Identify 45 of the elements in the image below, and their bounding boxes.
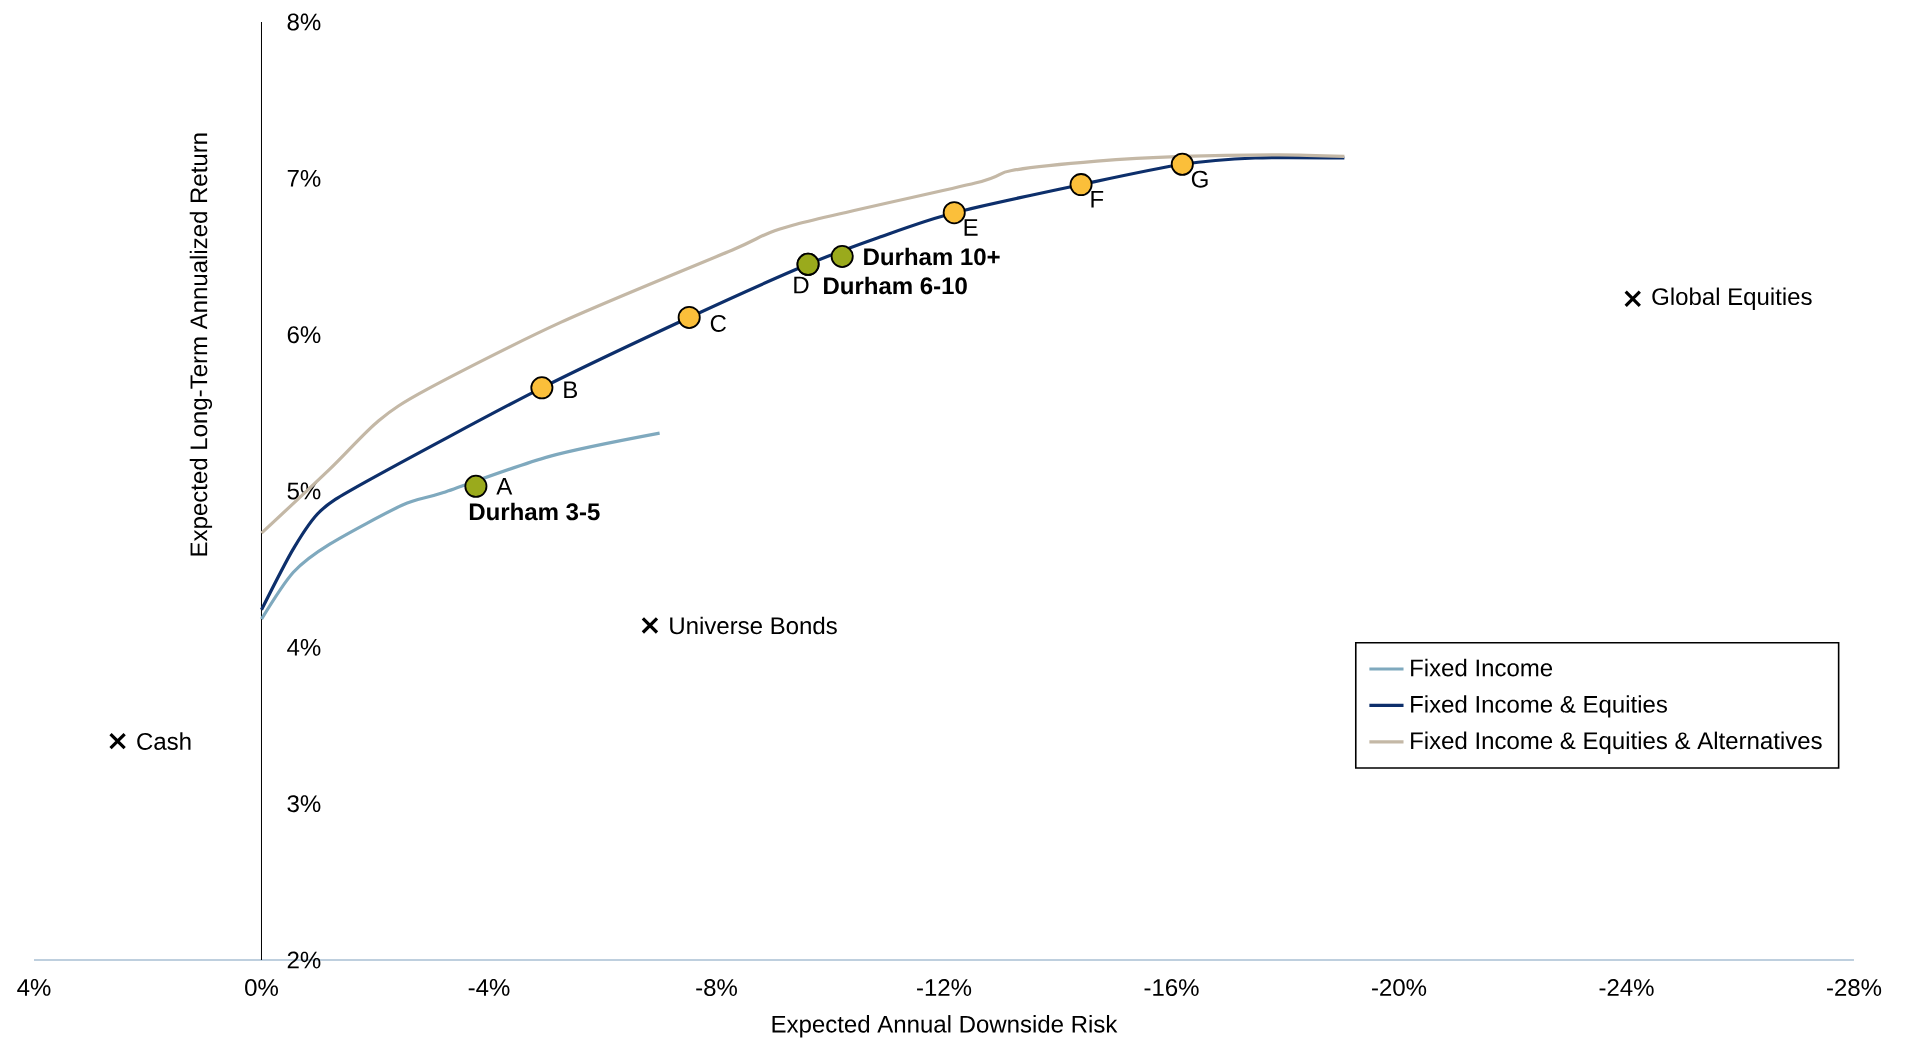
- x-tick-label: -20%: [1372, 979, 1427, 997]
- x-tick-label: 0%: [245, 979, 278, 997]
- y-tick-label: 3%: [287, 795, 321, 813]
- y-tick-label: 6%: [287, 326, 321, 344]
- point: [1624, 290, 1642, 308]
- annotation: D: [794, 276, 809, 294]
- annotation: G: [1191, 170, 1208, 188]
- annotation: Universe Bonds: [670, 616, 837, 635]
- point: [830, 244, 854, 268]
- x-tick-label: -28%: [1827, 979, 1882, 997]
- annotation: Global Equities: [1652, 287, 1812, 310]
- point: [108, 732, 127, 750]
- x-axis-title: Expected Annual Downside Risk: [772, 1015, 1118, 1038]
- annotation: A: [496, 478, 513, 495]
- legend-label: Fixed Income & Equities & Alternatives: [1411, 731, 1822, 754]
- annotation: Cash: [137, 732, 191, 750]
- annotation: Durham 10+: [864, 247, 1000, 266]
- point: [530, 376, 554, 400]
- annotation: Durham 3-5: [469, 502, 600, 521]
- point: [942, 201, 966, 225]
- x-tick-label: -8%: [696, 979, 737, 997]
- x-tick-label: -16%: [1144, 979, 1199, 997]
- y-tick-label: 2%: [287, 951, 321, 969]
- y-tick-label: 7%: [287, 169, 321, 187]
- legend-label: Fixed Income: [1411, 658, 1553, 677]
- point: [677, 305, 701, 329]
- x-tick-label: -12%: [917, 979, 972, 996]
- point: [1069, 173, 1093, 197]
- point: [641, 616, 659, 635]
- x-tick-label: -24%: [1599, 979, 1654, 996]
- line-series: [259, 153, 1346, 535]
- point: [1170, 152, 1194, 176]
- annotation: Durham 6-10: [824, 276, 967, 295]
- annotation: F: [1091, 190, 1104, 208]
- legend-label: Fixed Income & Equities: [1411, 695, 1667, 718]
- annotation: E: [964, 219, 978, 236]
- y-tick-label: 4%: [287, 638, 321, 656]
- annotation: C: [710, 314, 726, 332]
- y-axis-title: Expected Long-Term Annualized Return: [189, 133, 213, 556]
- x-tick-label: 4%: [17, 979, 51, 996]
- annotation: B: [564, 381, 578, 399]
- line-series: [259, 431, 662, 621]
- y-tick-label: 8%: [287, 13, 321, 31]
- x-tick-label: -4%: [468, 979, 510, 996]
- point: [464, 474, 488, 498]
